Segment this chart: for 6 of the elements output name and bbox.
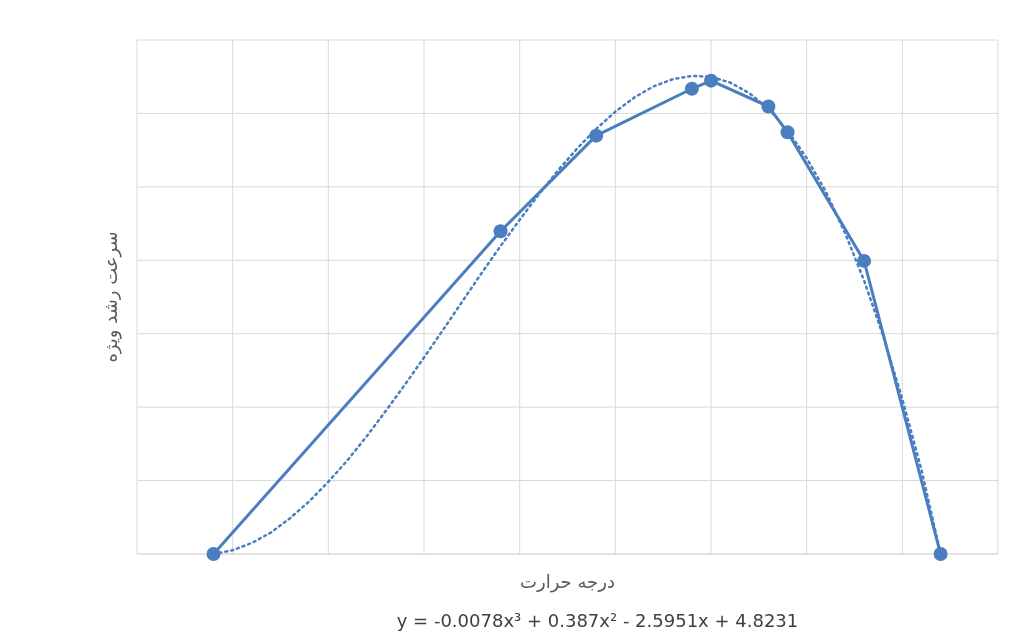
text: y = -0.0078x³ + 0.387x² - 2.5951x + 4.8231 (396, 610, 799, 631)
y-axis-title: سرعت رشد ویژه (100, 231, 122, 363)
point (493, 224, 508, 239)
x-axis-title: درجه حرارت (520, 571, 615, 593)
point (857, 253, 872, 268)
point (684, 81, 699, 96)
